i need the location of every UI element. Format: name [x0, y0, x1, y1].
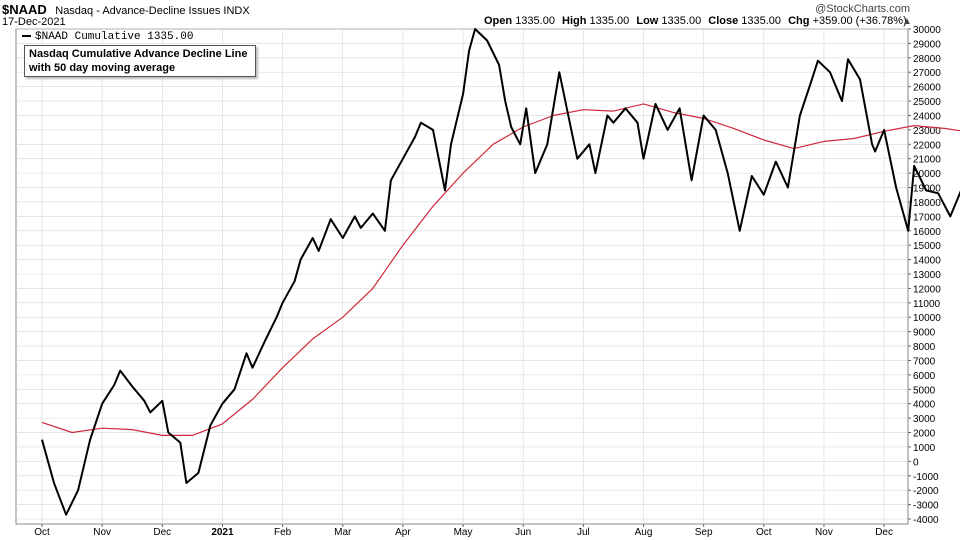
x-tick-label: Feb — [274, 527, 292, 538]
y-tick-label: 25000 — [913, 97, 941, 108]
y-tick-label: 1000 — [913, 443, 936, 454]
high-value: 1335.00 — [589, 15, 630, 27]
high-label: High — [562, 15, 587, 27]
chg-label: Chg — [788, 15, 810, 27]
y-tick-label: -3000 — [913, 501, 939, 512]
legend-text: $NAAD Cumulative 1335.00 — [35, 31, 194, 43]
y-tick-label: 17000 — [913, 212, 941, 223]
x-tick-label: Aug — [635, 527, 653, 538]
low-label: Low — [636, 15, 659, 27]
y-tick-label: 12000 — [913, 284, 941, 295]
y-tick-label: -2000 — [913, 486, 939, 497]
y-tick-label: 0 — [913, 457, 919, 468]
stockcharts-watermark: @StockCharts.com — [815, 3, 910, 15]
x-tick-label: Nov — [93, 527, 111, 538]
collapse-arrow-icon[interactable]: ▲ — [902, 16, 912, 27]
ohlc-bar: Open 1335.00 High 1335.00 Low 1335.00 Cl… — [484, 15, 911, 27]
y-tick-label: 16000 — [913, 227, 941, 238]
y-tick-label: 30000 — [913, 25, 941, 36]
y-tick-label: 20000 — [913, 169, 941, 180]
close-label: Close — [708, 15, 739, 27]
y-tick-label: 13000 — [913, 270, 941, 281]
open-label: Open — [484, 15, 513, 27]
y-tick-label: -4000 — [913, 515, 939, 526]
y-tick-label: 8000 — [913, 342, 936, 353]
x-tick-label: Dec — [153, 527, 171, 538]
y-tick-label: 19000 — [913, 184, 941, 195]
y-tick-label: 5000 — [913, 385, 936, 396]
x-tick-label: Apr — [395, 527, 411, 538]
x-tick-label: Sep — [695, 527, 713, 538]
y-tick-label: 27000 — [913, 68, 941, 79]
open-value: 1335.00 — [515, 15, 555, 27]
y-tick-label: 10000 — [913, 313, 941, 324]
y-tick-label: 28000 — [913, 54, 941, 65]
y-tick-label: 21000 — [913, 155, 941, 166]
y-tick-label: 15000 — [913, 241, 941, 252]
y-tick-label: 6000 — [913, 371, 936, 382]
chart-annotation: Nasdaq Cumulative Advance Decline Line w… — [24, 45, 256, 77]
y-tick-label: 29000 — [913, 39, 941, 50]
x-tick-label: May — [454, 527, 473, 538]
y-tick-label: 7000 — [913, 356, 936, 367]
price-line — [41, 28, 960, 516]
close-value: 1335.00 — [741, 15, 782, 27]
y-tick-label: 9000 — [913, 328, 936, 339]
chart-header: $NAAD Nasdaq - Advance-Decline Issues IN… — [2, 1, 250, 19]
y-tick-label: 3000 — [913, 414, 936, 425]
legend-swatch — [22, 35, 31, 38]
chg-value: +359.00 (+36.78%) — [812, 15, 907, 27]
y-tick-label: 23000 — [913, 126, 941, 137]
plot-area — [15, 28, 909, 525]
x-tick-label: Jun — [515, 527, 531, 538]
x-tick-label: Dec — [875, 527, 893, 538]
x-tick-label: 2021 — [211, 527, 234, 538]
annotation-line-1: Nasdaq Cumulative Advance Decline Line — [29, 48, 248, 60]
y-tick-label: 11000 — [913, 299, 941, 310]
y-tick-label: 14000 — [913, 256, 941, 267]
y-tick-label: -1000 — [913, 472, 939, 483]
ma-line — [41, 103, 960, 436]
x-tick-label: Oct — [756, 527, 772, 538]
y-tick-label: 22000 — [913, 140, 941, 151]
x-tick-label: Mar — [334, 527, 352, 538]
series-legend: $NAAD Cumulative 1335.00 — [22, 31, 193, 43]
x-tick-label: Oct — [34, 527, 50, 538]
low-value: 1335.00 — [661, 15, 702, 27]
y-tick-label: 26000 — [913, 83, 941, 94]
y-tick-label: 2000 — [913, 429, 936, 440]
x-tick-label: Nov — [815, 527, 833, 538]
x-tick-label: Jul — [577, 527, 590, 538]
chart-date: 17-Dec-2021 — [2, 16, 66, 28]
ticker-description: Nasdaq - Advance-Decline Issues INDX — [55, 5, 250, 17]
y-tick-label: 18000 — [913, 198, 941, 209]
ticker-symbol: $NAAD — [2, 2, 47, 17]
y-tick-label: 4000 — [913, 400, 936, 411]
annotation-line-2: with 50 day moving average — [29, 62, 176, 74]
y-tick-label: 24000 — [913, 111, 941, 122]
